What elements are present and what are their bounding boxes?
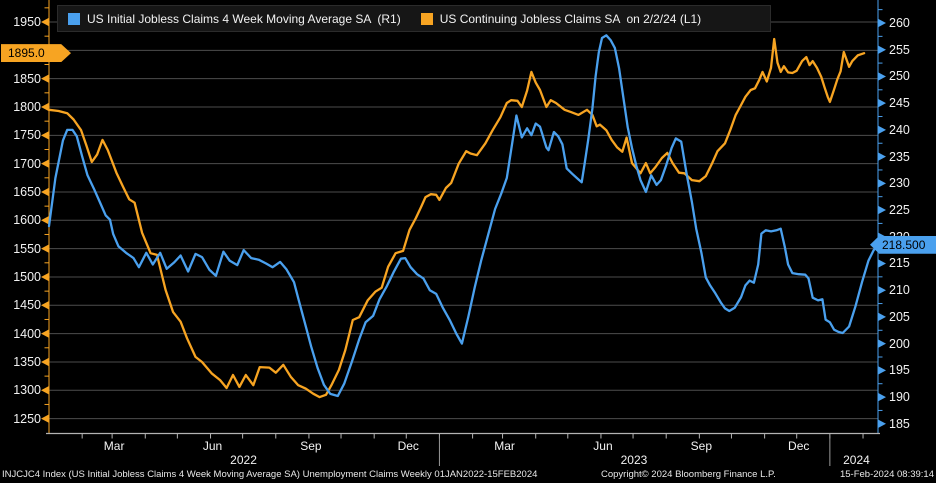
y-axis-left-tick-label: 1400	[13, 326, 41, 341]
blue-series-swatch-icon	[68, 12, 80, 25]
x-axis-year-label: 2023	[620, 453, 648, 467]
axis-lines	[46, 0, 880, 435]
orange-series-swatch-icon	[420, 12, 433, 25]
legend-label-continuing-claims: US Continuing Jobless Claims SA on 2/2/2…	[439, 11, 702, 26]
y-axis-right-tick-label: 240	[889, 122, 910, 137]
y-axis-right-tick-label: 190	[889, 390, 910, 405]
y-axis-right-tick-label: 185	[889, 416, 910, 431]
last-value-badge-initial: 218.500	[870, 235, 936, 254]
y-axis-right-tick-label: 215	[889, 256, 910, 271]
y-axis-left-tick-label: 1700	[13, 156, 41, 171]
x-axis-month-label: Jun	[593, 439, 613, 453]
left-axis-ticks	[41, 7, 49, 423]
x-axis-year-label: 2024	[843, 453, 870, 467]
legend-item-continuing-claims[interactable]: US Continuing Jobless Claims SA on 2/2/2…	[420, 11, 702, 26]
last-value-badge-continuing: 1895.0	[1, 44, 71, 63]
x-axis-month-label: Sep	[300, 439, 322, 453]
footer-copyright: Copyright© 2024 Bloomberg Finance L.P.	[601, 469, 776, 480]
x-axis-month-label: Mar	[103, 439, 125, 453]
right-axis-ticks	[878, 9, 886, 428]
y-axis-right-tick-label: 235	[889, 149, 910, 164]
y-axis-left-tick-label: 1750	[13, 128, 41, 143]
y-axis-right-tick-label: 250	[889, 69, 910, 84]
y-axis-right-tick-label: 200	[889, 336, 910, 351]
initial-claims-line[interactable]	[47, 34, 880, 398]
y-axis-right-tick-label: 260	[889, 16, 910, 30]
y-axis-left-tick-label: 1800	[13, 99, 41, 114]
legend-label-initial-claims: US Initial Jobless Claims 4 Week Moving …	[87, 11, 401, 26]
y-axis-right-tick-label: 195	[889, 363, 910, 378]
continuing-claims-line[interactable]	[47, 37, 866, 399]
x-axis-month-label: Jun	[202, 439, 223, 453]
y-axis-right-tick-label: 225	[889, 203, 910, 218]
y-axis-left-tick-label: 1600	[13, 213, 41, 228]
y-axis-left-tick-label: 1550	[13, 241, 41, 256]
footer-timestamp: 15-Feb-2024 08:39:14	[839, 469, 934, 480]
x-axis-month-label: Dec	[788, 439, 810, 453]
y-axis-left-tick-label: 1850	[13, 71, 41, 86]
legend-item-initial-claims[interactable]: US Initial Jobless Claims 4 Week Moving …	[68, 12, 401, 26]
y-axis-right-tick-label: 230	[889, 176, 910, 191]
y-axis-right-tick-label: 255	[889, 42, 910, 57]
chart-legend: US Initial Jobless Claims 4 Week Moving …	[57, 5, 771, 32]
y-axis-left-tick-label: 1650	[13, 184, 41, 199]
y-axis-left-tick-label: 1950	[13, 15, 41, 29]
y-axis-right-tick-label: 205	[889, 309, 910, 324]
y-axis-right-tick-label: 245	[889, 96, 910, 111]
x-axis-month-label: Sep	[690, 439, 713, 453]
footer-ticker-description: INJCJC4 Index (US Initial Jobless Claims…	[2, 469, 538, 480]
y-axis-left-tick-label: 1300	[13, 383, 41, 398]
y-axis-right-tick-label: 210	[889, 283, 910, 298]
x-axis-month-label: Mar	[494, 439, 515, 453]
x-axis-year-label: 2022	[230, 453, 257, 467]
grid-lines	[49, 21, 878, 420]
y-axis-left-tick-label: 1500	[13, 269, 41, 284]
x-axis-month-label: Dec	[397, 439, 419, 453]
footer-bar: INJCJC4 Index (US Initial Jobless Claims…	[0, 466, 936, 483]
y-axis-left-tick-label: 1350	[13, 354, 41, 369]
y-axis-left-tick-label: 1250	[13, 411, 41, 426]
y-axis-left-tick-label: 1450	[13, 298, 41, 313]
x-axis-ticks	[81, 433, 864, 466]
